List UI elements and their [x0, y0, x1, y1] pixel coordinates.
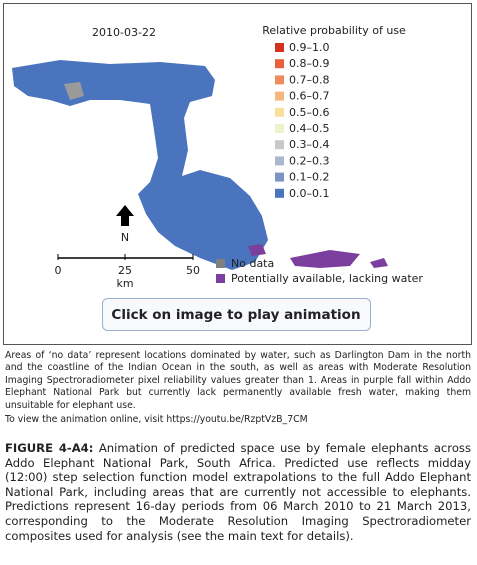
legend-label: 0.5–0.6	[289, 106, 330, 119]
legend-swatch	[275, 124, 284, 133]
legend-swatch	[275, 172, 284, 182]
legend-label: No data	[231, 257, 274, 270]
play-button[interactable]	[102, 298, 371, 331]
legend-swatch	[275, 140, 284, 150]
legend-swatch	[275, 59, 284, 69]
figure: 2010-03-22 Relative probability of use N…	[3, 3, 472, 345]
legend-swatch	[216, 259, 225, 268]
legend-label: 0.1–0.2	[289, 171, 330, 184]
legend-swatch	[275, 43, 284, 52]
caption: FIGURE 4-A4: Animation of predicted spac…	[5, 441, 471, 543]
note: To view the animation online, visit http…	[5, 414, 308, 426]
legend-label: 0.3–0.4	[289, 138, 330, 151]
north-arrow	[116, 205, 134, 226]
scale-label: 25	[118, 264, 132, 277]
caption-text: Animation of predicted space use by fema…	[5, 441, 471, 543]
legend-swatch	[275, 156, 284, 166]
scale-label: 0	[55, 264, 62, 277]
note: Areas of ‘no data’ represent locations d…	[5, 350, 471, 411]
map-date: 2010-03-22	[92, 26, 156, 39]
legend-label: Potentially available, lacking water	[231, 272, 423, 285]
map[interactable]	[12, 60, 388, 270]
scale-label: 50	[186, 264, 200, 277]
legend-title: Relative probability of use	[262, 24, 406, 37]
scale-unit: km	[116, 277, 133, 290]
legend-label: 0.4–0.5	[289, 122, 330, 135]
notes: Areas of ‘no data’ represent locations d…	[5, 350, 471, 428]
legend-label: 0.0–0.1	[289, 187, 330, 200]
legend-swatch	[275, 107, 284, 117]
legend-label: 0.6–0.7	[289, 90, 330, 103]
play-button-label[interactable]: Click on image to play animation	[111, 307, 360, 323]
figure-border	[3, 3, 472, 345]
legend-swatch	[275, 188, 284, 198]
legend-label: 0.9–1.0	[289, 41, 330, 54]
legend-swatch	[275, 75, 284, 85]
legend-swatch	[275, 91, 284, 101]
legend-swatch	[216, 274, 225, 283]
caption-label: FIGURE 4-A4:	[5, 441, 94, 455]
legend-label: 0.2–0.3	[289, 154, 330, 167]
legend-label: 0.7–0.8	[289, 73, 330, 86]
legend-label: 0.8–0.9	[289, 57, 330, 70]
north-label: N	[121, 231, 129, 244]
